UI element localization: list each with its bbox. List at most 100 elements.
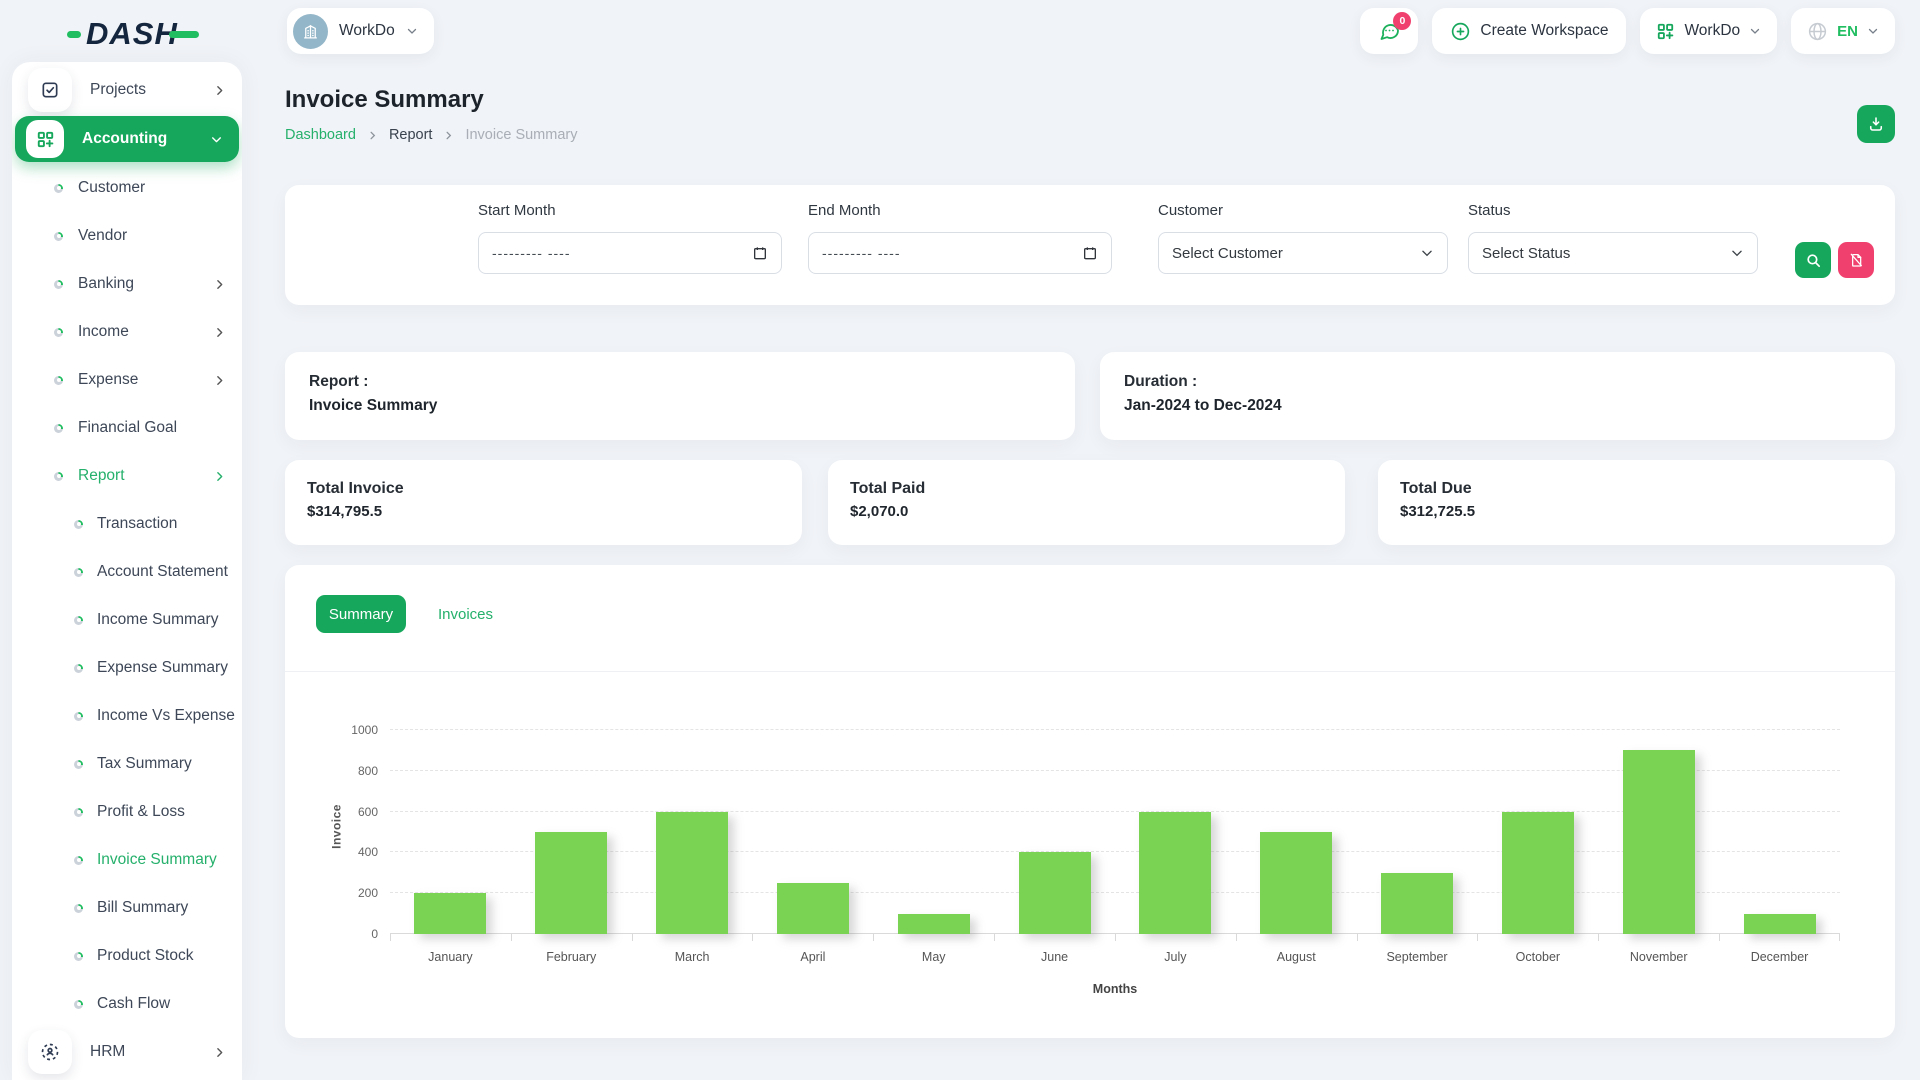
bar-july[interactable]	[1139, 812, 1211, 934]
sidebar-item-income-summary[interactable]: Income Summary	[12, 596, 242, 644]
chevron-right-icon	[213, 84, 226, 97]
invoice-bar-chart: Invoice 02004006008001000 JanuaryFebruar…	[390, 730, 1840, 934]
apply-filter-button[interactable]	[1795, 242, 1831, 278]
start-month-input[interactable]: --------- ----	[478, 232, 782, 274]
sidebar-item-label: Cash Flow	[97, 995, 170, 1013]
total-due-card: Total Due $312,725.5	[1378, 460, 1895, 545]
sidebar-item-label: HRM	[90, 1043, 125, 1061]
chevron-down-icon	[1420, 246, 1434, 260]
breadcrumb-dashboard-link[interactable]: Dashboard	[285, 127, 356, 143]
tab-divider	[285, 671, 1895, 672]
bullet-icon	[74, 1000, 83, 1009]
x-tick-label: October	[1477, 950, 1598, 964]
bar-may[interactable]	[898, 914, 970, 934]
sidebar-item-customer[interactable]: Customer	[12, 164, 242, 212]
customer-select[interactable]: Select Customer	[1158, 232, 1448, 274]
bar-february[interactable]	[535, 832, 607, 934]
language-selector[interactable]: EN	[1791, 8, 1895, 54]
sidebar-item-tax-summary[interactable]: Tax Summary	[12, 740, 242, 788]
sidebar-item-label: Income Summary	[97, 611, 218, 629]
sidebar-item-label: Report	[78, 467, 125, 485]
sidebar-item-income[interactable]: Income	[12, 308, 242, 356]
sidebar-item-projects[interactable]: Projects	[12, 66, 242, 114]
bar-october[interactable]	[1502, 812, 1574, 934]
bar-november[interactable]	[1623, 750, 1695, 934]
download-report-button[interactable]	[1857, 105, 1895, 143]
duration-card-value: Jan-2024 to Dec-2024	[1124, 397, 1871, 415]
bullet-icon	[54, 280, 63, 289]
hrm-icon	[28, 1030, 72, 1074]
sidebar-item-account-statement[interactable]: Account Statement	[12, 548, 242, 596]
calendar-icon[interactable]	[1082, 245, 1098, 261]
sidebar-item-hrm[interactable]: HRM	[12, 1028, 242, 1076]
sidebar-item-banking[interactable]: Banking	[12, 260, 242, 308]
bar-august[interactable]	[1260, 832, 1332, 934]
workspace-switcher[interactable]: WorkDo	[1640, 8, 1777, 54]
workspace-dropdown[interactable]: WorkDo	[287, 8, 434, 54]
bar-september[interactable]	[1381, 873, 1453, 934]
status-field: Status Select Status	[1468, 202, 1758, 274]
create-workspace-button[interactable]: Create Workspace	[1432, 8, 1626, 54]
status-select[interactable]: Select Status	[1468, 232, 1758, 274]
page-title: Invoice Summary	[285, 86, 484, 114]
sidebar-item-label: Income	[78, 323, 129, 341]
bar-january[interactable]	[414, 893, 486, 934]
sidebar-item-income-vs-expense[interactable]: Income Vs Expense	[12, 692, 242, 740]
sidebar-item-label: Accounting	[82, 130, 167, 148]
filter-panel: Start Month --------- ---- End Month ---…	[285, 185, 1895, 305]
search-icon	[1805, 252, 1822, 269]
chevron-right-icon	[213, 374, 226, 387]
sidebar-item-vendor[interactable]: Vendor	[12, 212, 242, 260]
end-month-input[interactable]: --------- ----	[808, 232, 1112, 274]
total-paid-value: $2,070.0	[850, 503, 1323, 520]
sidebar-item-financial-goal[interactable]: Financial Goal	[12, 404, 242, 452]
sidebar-item-profit-loss[interactable]: Profit & Loss	[12, 788, 242, 836]
bullet-icon	[74, 808, 83, 817]
bar-december[interactable]	[1744, 914, 1816, 934]
sidebar-item-product-stock[interactable]: Product Stock	[12, 932, 242, 980]
breadcrumb-report-link[interactable]: Report	[389, 127, 433, 143]
sidebar-item-label: Transaction	[97, 515, 177, 533]
sidebar-item-label: Bill Summary	[97, 899, 188, 917]
sidebar-item-report[interactable]: Report	[12, 452, 242, 500]
x-tick-label: June	[994, 950, 1115, 964]
bar-slot-october: October	[1477, 730, 1598, 934]
end-month-field: End Month --------- ----	[808, 202, 1112, 274]
x-tick-label: November	[1598, 950, 1719, 964]
logo-text: DASH	[86, 16, 178, 52]
sidebar-item-label: Banking	[78, 275, 134, 293]
tab-summary[interactable]: Summary	[316, 595, 406, 633]
workspace-switcher-label: WorkDo	[1684, 22, 1740, 40]
sidebar-item-bill-summary[interactable]: Bill Summary	[12, 884, 242, 932]
messages-count-badge: 0	[1393, 12, 1411, 30]
bullet-icon	[74, 712, 83, 721]
status-selected-value: Select Status	[1482, 245, 1570, 262]
bullet-icon	[54, 328, 63, 337]
sidebar-item-invoice-summary[interactable]: Invoice Summary	[12, 836, 242, 884]
y-tick-label: 600	[358, 805, 378, 819]
bar-slot-february: February	[511, 730, 632, 934]
bar-april[interactable]	[777, 883, 849, 934]
sidebar-item-expense[interactable]: Expense	[12, 356, 242, 404]
reset-filter-button[interactable]	[1838, 242, 1874, 278]
bullet-icon	[74, 760, 83, 769]
x-tick-label: August	[1236, 950, 1357, 964]
messages-button[interactable]: 0	[1360, 8, 1418, 54]
chevron-right-icon	[213, 1046, 226, 1059]
bar-march[interactable]	[656, 812, 728, 934]
sidebar-item-label: Expense	[78, 371, 138, 389]
tab-invoices[interactable]: Invoices	[428, 595, 503, 633]
app-logo[interactable]: DASH	[67, 16, 199, 52]
calendar-icon[interactable]	[752, 245, 768, 261]
sidebar-item-label: Tax Summary	[97, 755, 192, 773]
checkbox-icon	[28, 68, 72, 112]
bullet-icon	[74, 664, 83, 673]
total-invoice-value: $314,795.5	[307, 503, 780, 520]
bar-june[interactable]	[1019, 852, 1091, 934]
bar-slot-november: November	[1598, 730, 1719, 934]
sidebar-item-transaction[interactable]: Transaction	[12, 500, 242, 548]
sidebar-item-expense-summary[interactable]: Expense Summary	[12, 644, 242, 692]
sidebar-item-accounting[interactable]: Accounting	[15, 116, 239, 162]
sidebar-item-label: Profit & Loss	[97, 803, 185, 821]
sidebar-item-cash-flow[interactable]: Cash Flow	[12, 980, 242, 1028]
